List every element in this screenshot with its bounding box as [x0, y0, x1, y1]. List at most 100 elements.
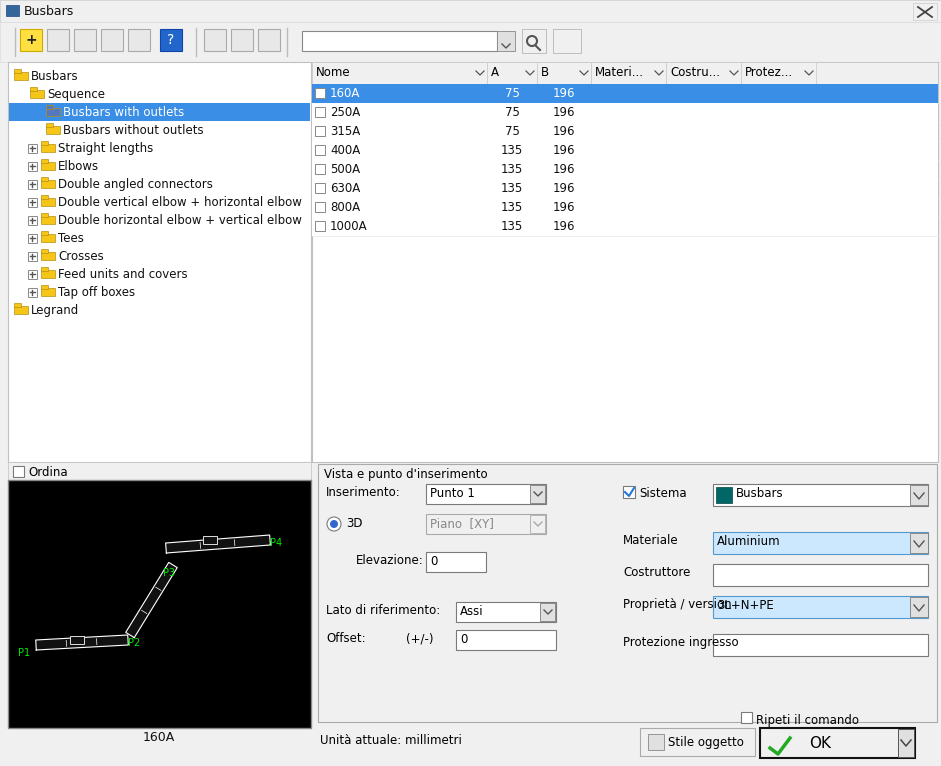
Text: OK: OK [809, 736, 831, 751]
Bar [648, 734, 664, 750]
Polygon shape [36, 635, 128, 650]
Bar [530, 485, 545, 503]
Text: Feed units and covers: Feed units and covers [58, 268, 187, 281]
Bar [426, 552, 486, 572]
Bar [898, 729, 914, 757]
Bar [28, 234, 37, 243]
Bar [231, 29, 253, 51]
Bar [128, 29, 150, 51]
Bar [312, 141, 938, 160]
Bar [530, 515, 545, 533]
Bar [28, 144, 37, 153]
Bar [46, 105, 53, 109]
Text: Materi...: Materi... [595, 66, 644, 79]
Bar [713, 484, 928, 506]
Bar [28, 252, 37, 261]
Text: Straight lengths: Straight lengths [58, 142, 153, 155]
Bar [713, 634, 928, 656]
Text: Tees: Tees [58, 232, 84, 245]
Bar [9, 103, 310, 121]
Text: 630A: 630A [330, 182, 360, 195]
Bar [0, 0, 941, 22]
Polygon shape [126, 562, 177, 637]
Bar [8, 480, 311, 728]
Text: Elbows: Elbows [58, 160, 99, 173]
Bar [910, 485, 928, 505]
Text: 196: 196 [552, 220, 575, 233]
Bar [204, 29, 226, 51]
Text: P4: P4 [270, 538, 282, 548]
Circle shape [330, 520, 338, 528]
Text: Sequence: Sequence [47, 88, 105, 101]
Text: 160A: 160A [330, 87, 360, 100]
Bar [41, 195, 48, 199]
Bar [312, 179, 938, 198]
Bar [537, 62, 591, 84]
Text: Protez...: Protez... [745, 66, 793, 79]
Bar [41, 180, 55, 188]
Bar [913, 3, 937, 20]
Bar [14, 72, 28, 80]
Bar [14, 69, 21, 73]
Bar [713, 532, 928, 554]
Text: 315A: 315A [330, 125, 360, 138]
Bar [553, 29, 581, 53]
Text: 75: 75 [504, 87, 519, 100]
Bar [41, 141, 48, 145]
Bar [315, 164, 325, 174]
Text: 196: 196 [552, 87, 575, 100]
Bar [666, 62, 741, 84]
Text: 3D: 3D [346, 517, 362, 530]
Text: 135: 135 [501, 182, 523, 195]
Bar [315, 88, 325, 98]
Bar [41, 270, 55, 278]
Bar [28, 198, 37, 207]
Circle shape [327, 517, 341, 531]
Bar [315, 107, 325, 117]
Bar [28, 162, 37, 171]
Bar [101, 29, 123, 51]
Bar [30, 90, 44, 98]
Text: Double horizontal elbow + vertical elbow: Double horizontal elbow + vertical elbow [58, 214, 302, 227]
Text: Ordina: Ordina [28, 466, 68, 479]
Bar [6, 5, 19, 16]
Text: Busbars: Busbars [24, 5, 74, 18]
Text: Busbars with outlets: Busbars with outlets [63, 106, 184, 119]
Bar [41, 288, 55, 296]
Bar [312, 217, 938, 236]
Text: 75: 75 [504, 106, 519, 119]
Bar [315, 126, 325, 136]
Bar [14, 306, 28, 314]
Bar [640, 728, 755, 756]
Bar [487, 62, 537, 84]
Text: Punto 1: Punto 1 [430, 487, 475, 500]
Bar [8, 62, 311, 462]
Bar [41, 162, 55, 170]
Text: Inserimento:: Inserimento: [326, 486, 401, 499]
Text: +: + [25, 33, 37, 47]
Text: 196: 196 [552, 106, 575, 119]
Bar [456, 630, 556, 650]
Text: Busbars: Busbars [31, 70, 79, 83]
Text: Assi: Assi [460, 605, 484, 618]
Bar [28, 216, 37, 225]
Text: Protezione ingresso: Protezione ingresso [623, 636, 739, 649]
Text: 0: 0 [460, 633, 468, 646]
Text: 135: 135 [501, 201, 523, 214]
Bar [14, 303, 21, 307]
Text: 135: 135 [501, 144, 523, 157]
Text: 196: 196 [552, 144, 575, 157]
Text: P1: P1 [18, 648, 30, 658]
Bar [713, 596, 928, 618]
Text: 196: 196 [552, 201, 575, 214]
Bar [41, 285, 48, 289]
Bar [41, 267, 48, 271]
Bar [522, 29, 546, 53]
Bar [41, 159, 48, 163]
Text: Aluminium: Aluminium [717, 535, 781, 548]
Text: ?: ? [167, 33, 175, 47]
Bar [41, 198, 55, 206]
Bar [497, 31, 515, 51]
Text: Tap off boxes: Tap off boxes [58, 286, 136, 299]
Text: 196: 196 [552, 163, 575, 176]
